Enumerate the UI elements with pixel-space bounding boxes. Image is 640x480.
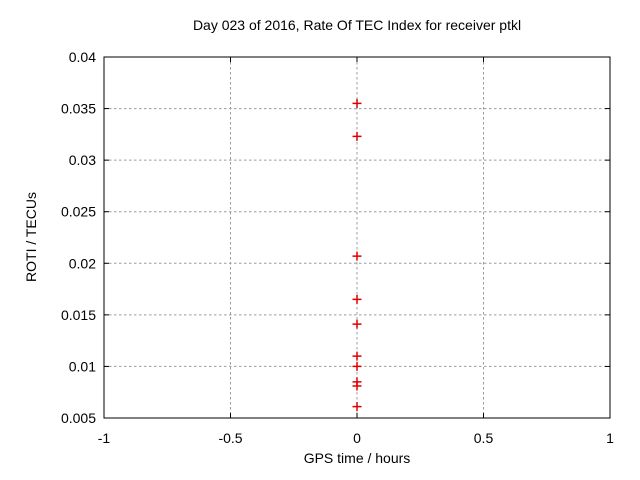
data-point-marker xyxy=(352,351,362,361)
data-point-marker xyxy=(352,251,362,261)
y-tick-label: 0.025 xyxy=(61,204,96,220)
data-point-marker xyxy=(352,131,362,141)
y-tick-label: 0.04 xyxy=(69,49,96,65)
x-tick-label: 0.5 xyxy=(474,430,494,446)
x-tick-label: -1 xyxy=(98,430,111,446)
x-tick-label: 0 xyxy=(353,430,361,446)
y-tick-label: 0.02 xyxy=(69,255,96,271)
y-tick-label: 0.005 xyxy=(61,410,96,426)
x-axis-label: GPS time / hours xyxy=(303,450,411,466)
data-point-marker xyxy=(352,319,362,329)
data-point-marker xyxy=(352,98,362,108)
data-point-marker xyxy=(352,402,362,412)
data-point-marker xyxy=(352,294,362,304)
data-point-marker xyxy=(352,361,362,371)
y-tick-label: 0.01 xyxy=(69,358,96,374)
data-point-marker xyxy=(352,381,362,391)
y-tick-label: 0.015 xyxy=(61,307,96,323)
y-tick-label: 0.03 xyxy=(69,152,96,168)
chart-title: Day 023 of 2016, Rate Of TEC Index for r… xyxy=(192,17,522,33)
x-tick-label: -0.5 xyxy=(218,430,242,446)
y-tick-label: 0.035 xyxy=(61,101,96,117)
x-tick-label: 1 xyxy=(606,430,614,446)
